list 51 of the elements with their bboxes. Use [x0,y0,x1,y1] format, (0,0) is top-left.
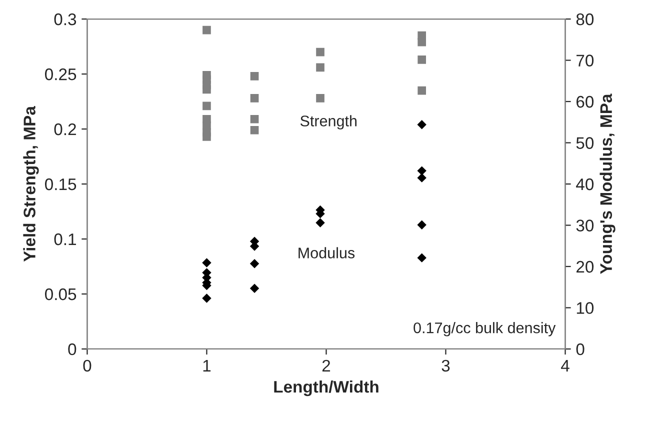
y-tick-label: 0.25 [45,68,76,80]
y2-tick-label: 40 [576,178,594,190]
y-tick-label: 0.05 [45,288,76,300]
point [316,48,324,56]
x-axis-title: Length/Width [274,380,378,396]
point [202,102,211,110]
x-tick-label: 0 [83,360,92,372]
y2-tick-label: 10 [576,302,594,314]
point [316,218,325,228]
y-tick-label: 0.15 [45,178,76,190]
x-tick-label: 1 [203,360,211,372]
y2-tick-label: 60 [576,96,594,108]
point [316,94,324,102]
point [316,63,324,72]
annotation: Strength [300,115,357,130]
point [202,258,212,268]
point [250,72,259,80]
point [417,166,426,176]
point [202,85,211,94]
y-tick-label: 0 [68,343,76,356]
y-tick-label: 0.1 [54,233,76,246]
point [202,26,211,34]
point [418,86,426,95]
point [417,120,426,130]
point [250,284,260,293]
y2-tick-label: 80 [576,13,594,26]
point [202,132,211,141]
x-tick-label: 3 [442,360,450,372]
annotation: 0.17g/cc bulk density [414,322,556,336]
y2-tick-label: 70 [576,54,594,66]
point [417,253,426,262]
point [417,173,426,182]
point [250,114,259,124]
point [418,38,426,46]
y2-tick-label: 20 [576,260,594,273]
y-axis-title: Yield Strength, MPa [23,106,39,262]
y2-tick-label: 0 [576,343,584,356]
point [250,258,260,268]
point [418,56,426,64]
y2-tick-label: 30 [576,220,594,232]
y-tick-label: 0.3 [54,13,76,26]
point [250,126,259,134]
point [250,94,259,102]
x-tick-label: 4 [561,360,570,372]
y2-tick-label: 50 [576,137,594,149]
y2-axis-title: Young's Modulus, MPa [600,94,616,274]
y-tick-label: 0.2 [54,123,76,136]
point [202,294,212,303]
point [417,220,426,230]
annotation: Modulus [298,247,355,258]
x-tick-label: 2 [322,360,330,372]
